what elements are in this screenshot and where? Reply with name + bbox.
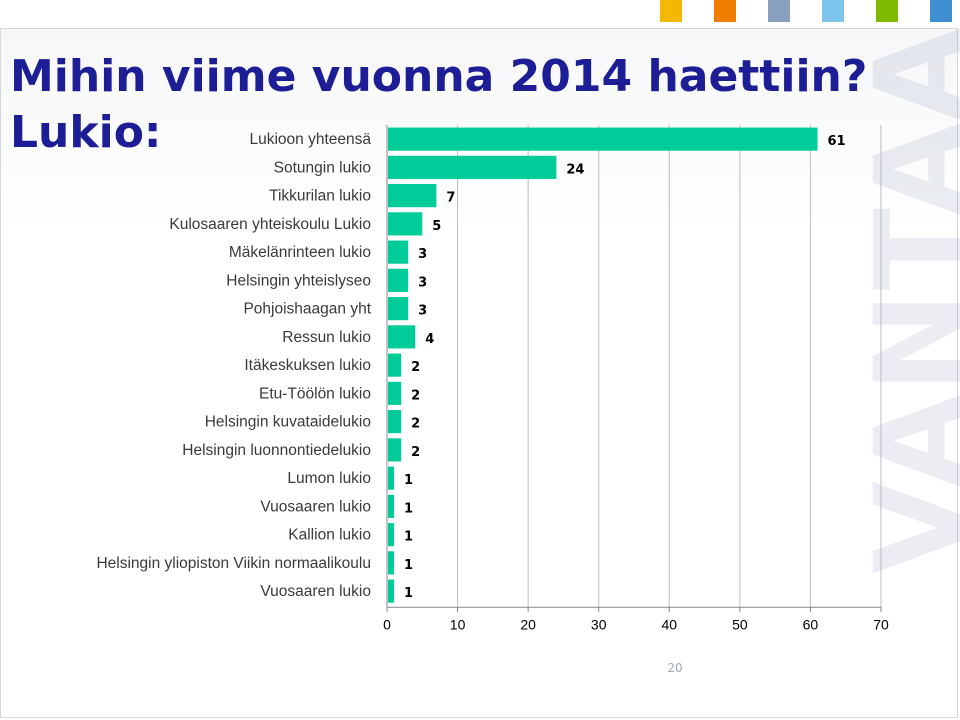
category-label: Etu-Töölön lukio (259, 385, 371, 402)
bar (388, 551, 395, 575)
bar (388, 127, 818, 151)
brand-stripe (660, 0, 682, 22)
data-label: 1 (404, 473, 413, 488)
category-label: Helsingin yhteislyseo (226, 272, 371, 289)
bar (388, 212, 423, 236)
bar (388, 579, 395, 603)
data-label: 61 (827, 134, 845, 149)
category-label: Ressun lukio (282, 329, 371, 346)
category-label: Helsingin yliopiston Viikin normaalikoul… (96, 555, 371, 572)
category-label: Itäkeskuksen lukio (244, 357, 371, 374)
bar (388, 410, 402, 434)
bar (388, 325, 416, 349)
category-label: Lumon lukio (287, 470, 371, 487)
brand-stripe (714, 0, 736, 22)
data-label: 1 (404, 586, 413, 601)
x-tick-label: 10 (450, 616, 466, 632)
slide-title: Mihin viime vuonna 2014 haettiin? (10, 51, 868, 102)
x-tick-label: 30 (591, 616, 607, 632)
bar (388, 438, 402, 462)
brand-color-stripes (660, 0, 960, 22)
bar (388, 297, 409, 321)
data-label: 2 (411, 417, 420, 432)
category-label: Pohjoishaagan yht (243, 301, 371, 318)
data-label: 5 (432, 219, 441, 234)
data-label: 3 (418, 275, 427, 290)
category-label: Mäkelänrinteen lukio (229, 244, 371, 261)
category-label: Helsingin luonnontiedelukio (182, 442, 371, 459)
bar (388, 523, 395, 547)
category-label: Kulosaaren yhteiskoulu Lukio (169, 216, 371, 233)
x-tick-label: 60 (803, 616, 819, 632)
data-label: 4 (425, 332, 434, 347)
data-label: 2 (411, 388, 420, 403)
data-label: 2 (411, 445, 420, 460)
category-label: Vuosaaren lukio (260, 583, 371, 600)
category-label: Kallion lukio (288, 527, 371, 544)
data-label: 1 (404, 501, 413, 516)
data-label: 2 (411, 360, 420, 375)
page-number: 20 (667, 661, 683, 675)
data-label: 1 (404, 558, 413, 573)
data-label: 24 (566, 162, 584, 177)
bar (388, 381, 402, 405)
category-label: Helsingin kuvataidelukio (205, 414, 371, 431)
brand-stripe (876, 0, 898, 22)
x-tick-label: 40 (661, 616, 677, 632)
slide-subtitle: Lukio: (10, 107, 162, 158)
category-label: Tikkurilan lukio (269, 188, 371, 205)
bar (388, 494, 395, 518)
category-label: Vuosaaren lukio (260, 498, 371, 515)
brand-stripe (822, 0, 844, 22)
data-label: 7 (446, 191, 455, 206)
category-label: Sotungin lukio (274, 159, 371, 176)
data-label: 1 (404, 530, 413, 545)
x-tick-label: 50 (732, 616, 748, 632)
x-tick-label: 0 (383, 616, 391, 632)
category-label: Lukioon yhteensä (249, 131, 371, 148)
x-tick-label: 20 (520, 616, 536, 632)
data-label: 3 (418, 247, 427, 262)
bar (388, 184, 437, 208)
bar (388, 155, 557, 179)
bar (388, 240, 409, 264)
brand-stripe (768, 0, 790, 22)
bar (388, 353, 402, 377)
bar (388, 466, 395, 490)
data-label: 3 (418, 304, 427, 319)
brand-stripe (930, 0, 952, 22)
bar (388, 268, 409, 292)
x-tick-label: 70 (873, 616, 889, 632)
